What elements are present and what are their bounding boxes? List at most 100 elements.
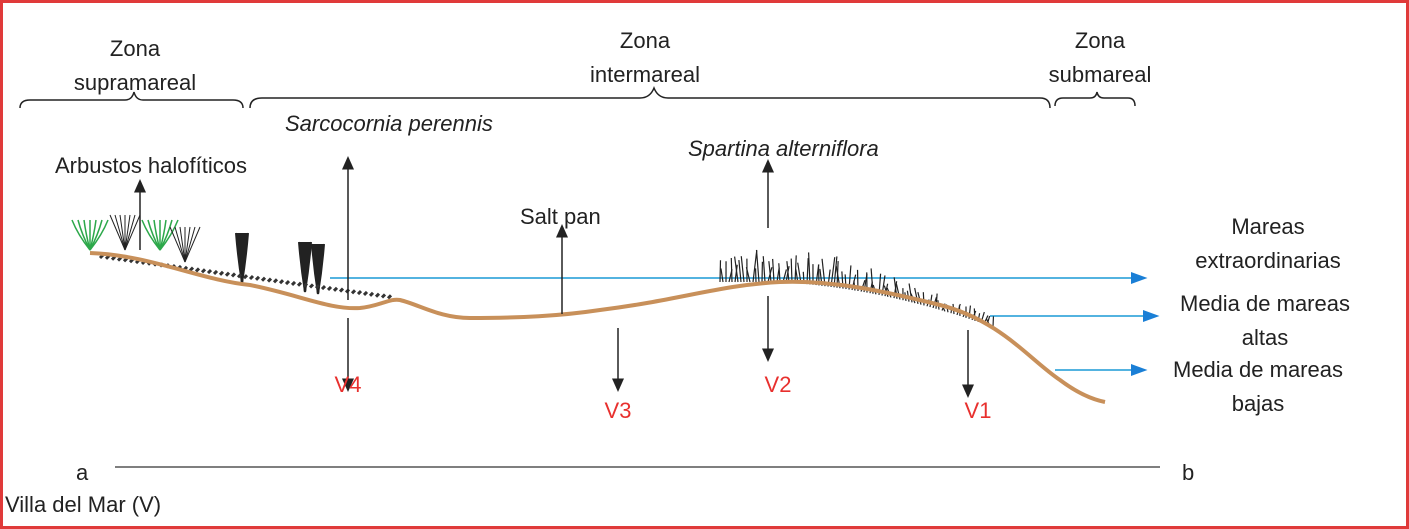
- plant: [807, 252, 811, 285]
- plant: [786, 261, 790, 283]
- plant: [169, 226, 186, 263]
- plant: [278, 279, 285, 285]
- plant: [241, 232, 249, 284]
- plant: [380, 293, 387, 299]
- tide-label: Mareas: [1231, 214, 1304, 239]
- plant: [242, 274, 249, 280]
- tide-label: extraordinarias: [1195, 248, 1341, 273]
- plant: [730, 258, 733, 283]
- feature-label: Salt pan: [520, 204, 601, 229]
- arrows: [134, 156, 974, 398]
- plant: [833, 256, 838, 288]
- vegetation-label: Arbustos halofíticos: [55, 153, 247, 178]
- plant: [114, 214, 126, 251]
- plant: [386, 294, 393, 300]
- tide-label: Media de mareas: [1180, 291, 1350, 316]
- tide-label: bajas: [1232, 391, 1285, 416]
- plant: [272, 278, 279, 284]
- plant: [772, 258, 775, 283]
- plant: [124, 214, 141, 251]
- plant: [174, 226, 186, 263]
- station-label: V1: [965, 398, 992, 423]
- plant: [368, 291, 375, 297]
- plant: [806, 258, 809, 285]
- zone-label: Zona: [1075, 28, 1126, 53]
- plant: [935, 293, 938, 309]
- station-label: V3: [605, 398, 632, 423]
- plant: [755, 249, 760, 283]
- plant: [194, 267, 201, 273]
- plant: [338, 287, 345, 293]
- vegetation: [71, 214, 995, 328]
- plant: [179, 226, 186, 263]
- plant: [302, 282, 309, 288]
- plant: [738, 259, 742, 283]
- plant: [317, 243, 325, 295]
- plant: [266, 277, 273, 283]
- plant: [778, 263, 781, 283]
- plant: [740, 256, 745, 283]
- species-label: Spartina alterniflora: [688, 136, 879, 161]
- transect-start: a: [76, 460, 89, 485]
- plant: [124, 214, 131, 251]
- zone-label: submareal: [1049, 62, 1152, 87]
- plant: [762, 256, 766, 283]
- plant: [794, 255, 797, 284]
- plant: [248, 274, 255, 281]
- plant: [785, 266, 790, 283]
- plant: [314, 284, 321, 290]
- plant: [184, 226, 196, 263]
- plant: [745, 266, 751, 283]
- plant: [254, 275, 261, 281]
- zone-label: Zona: [110, 36, 161, 61]
- plant: [734, 264, 738, 283]
- plant: [356, 290, 363, 296]
- plant: [230, 272, 237, 278]
- species-label: Sarcocornia perennis: [285, 111, 493, 136]
- plant: [109, 214, 126, 251]
- plant: [218, 270, 225, 276]
- plant: [188, 266, 195, 272]
- terrain: [89, 251, 1106, 404]
- plant: [304, 241, 312, 293]
- plant: [290, 280, 297, 286]
- plant: [124, 214, 136, 251]
- braces: [19, 85, 1136, 109]
- station-label: V2: [765, 372, 792, 397]
- plant: [260, 276, 267, 282]
- zone-label: intermareal: [590, 62, 700, 87]
- site-label: Villa del Mar (V): [5, 492, 161, 517]
- plant: [350, 289, 357, 295]
- plant: [374, 292, 381, 298]
- plant: [332, 286, 339, 292]
- tide-label: Media de mareas: [1173, 357, 1343, 382]
- plant: [326, 285, 333, 291]
- plant: [752, 250, 758, 283]
- plant: [116, 256, 123, 262]
- plant: [184, 226, 191, 263]
- zone-label: supramareal: [74, 70, 196, 95]
- plant: [119, 214, 126, 251]
- station-label: V4: [335, 372, 362, 397]
- plant: [790, 258, 793, 283]
- plant: [768, 261, 772, 283]
- zone-label: Zona: [620, 28, 671, 53]
- plant: [224, 271, 231, 277]
- plant: [320, 285, 327, 291]
- plant: [308, 283, 315, 289]
- plant: [212, 269, 219, 276]
- plant: [184, 226, 201, 263]
- transect-end: b: [1182, 460, 1194, 485]
- plant: [284, 279, 291, 286]
- plant: [200, 268, 207, 274]
- plant: [159, 219, 179, 251]
- plant: [206, 269, 213, 275]
- plant: [89, 219, 109, 251]
- plant: [296, 281, 303, 287]
- tide-label: altas: [1242, 325, 1288, 350]
- plant: [734, 256, 739, 283]
- plant: [110, 255, 117, 261]
- plant: [236, 273, 243, 279]
